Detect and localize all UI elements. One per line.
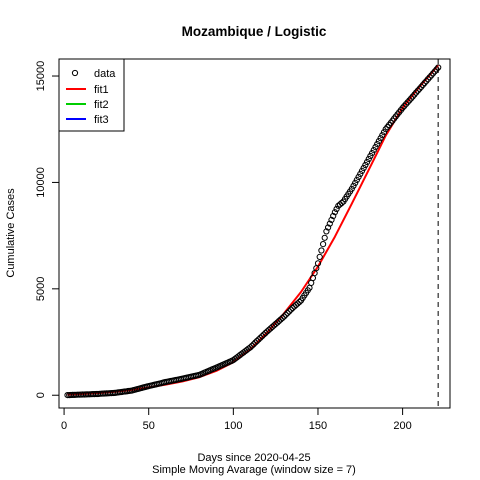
data-point xyxy=(365,155,372,163)
data-point xyxy=(419,81,426,89)
data-point xyxy=(250,341,257,348)
data-point xyxy=(424,76,432,83)
data-point xyxy=(377,135,384,142)
data-point xyxy=(357,170,364,177)
data-point xyxy=(255,336,262,343)
legend-fit3-label: fit3 xyxy=(94,114,109,126)
data-point xyxy=(328,216,335,223)
data-point xyxy=(426,74,433,81)
data-point xyxy=(399,104,406,112)
data-point xyxy=(408,95,415,102)
series-layer xyxy=(64,64,442,399)
data-point xyxy=(370,147,377,154)
x-tick-label: 0 xyxy=(61,420,67,432)
x-axis-label: Days since 2020-04-25 xyxy=(197,452,310,464)
y-tick-label: 5000 xyxy=(35,277,47,301)
data-point xyxy=(265,326,272,333)
data-point xyxy=(296,298,303,306)
data-point xyxy=(330,212,337,220)
data-point xyxy=(318,247,325,254)
data-point xyxy=(267,325,274,332)
data-point xyxy=(414,87,421,94)
data-point xyxy=(411,91,418,98)
data-point xyxy=(284,310,291,317)
legend-fit1-label: fit1 xyxy=(94,84,109,96)
data-point xyxy=(362,161,369,169)
data-point xyxy=(379,132,386,139)
chart-subtitle: Simple Moving Avarage (window size = 7) xyxy=(152,464,356,476)
data-point xyxy=(257,334,264,341)
data-point xyxy=(380,129,388,136)
data-point xyxy=(413,89,420,96)
x-tick-label: 100 xyxy=(224,420,242,432)
data-point xyxy=(321,234,328,241)
data-point xyxy=(264,328,271,335)
data-point xyxy=(401,102,408,110)
data-point xyxy=(279,314,286,322)
data-point xyxy=(314,260,322,267)
data-point xyxy=(433,66,440,73)
data-point xyxy=(252,339,259,346)
x-axis: 0 50 100 150 200 xyxy=(61,407,412,432)
chart-title: Mozambique / Logistic xyxy=(182,24,327,39)
data-point xyxy=(416,85,423,92)
data-point xyxy=(352,179,359,186)
data-point xyxy=(277,316,284,323)
data-point xyxy=(253,337,261,345)
data-point xyxy=(404,99,411,106)
data-point xyxy=(281,313,288,320)
data-point xyxy=(292,301,300,309)
data-point xyxy=(286,308,293,315)
data-point xyxy=(275,317,283,325)
y-axis: 0 5000 10000 15000 xyxy=(35,61,60,398)
data-point xyxy=(430,70,437,77)
data-point xyxy=(260,331,267,338)
data-point xyxy=(331,209,338,216)
data-point xyxy=(326,220,333,227)
data-point xyxy=(364,158,371,166)
data-point xyxy=(421,79,428,87)
data-point xyxy=(248,342,256,349)
data-point xyxy=(402,101,410,108)
data-point xyxy=(323,228,330,235)
data-point xyxy=(372,144,379,151)
data-point xyxy=(355,173,362,180)
data-point xyxy=(338,199,345,207)
legend-data-label: data xyxy=(94,68,116,80)
x-tick-label: 150 xyxy=(309,420,327,432)
data-point xyxy=(360,164,367,172)
data-point xyxy=(353,176,360,183)
data-point xyxy=(282,311,289,318)
data-point xyxy=(320,241,327,248)
data-point xyxy=(348,185,355,192)
data-point xyxy=(369,150,376,157)
y-axis-label: Cumulative Cases xyxy=(5,188,17,278)
legend: data fit1 fit2 fit3 xyxy=(58,58,125,132)
data-point xyxy=(374,141,381,148)
legend-data-symbol xyxy=(71,69,79,77)
data-point xyxy=(316,253,323,260)
y-tick-label: 10000 xyxy=(35,167,47,198)
data-point xyxy=(406,97,413,104)
data-point xyxy=(325,224,332,231)
legend-fit2-label: fit2 xyxy=(94,99,109,111)
data-point xyxy=(259,333,266,340)
y-tick-label: 15000 xyxy=(35,61,47,92)
data-point xyxy=(247,344,254,351)
data-point xyxy=(333,205,340,213)
x-tick-label: 200 xyxy=(393,420,411,432)
y-tick-label: 0 xyxy=(35,392,47,398)
data-point xyxy=(291,303,298,310)
data-point xyxy=(287,306,294,313)
data-point xyxy=(289,304,296,312)
data-point xyxy=(262,329,269,337)
data-point xyxy=(269,323,276,330)
x-tick-label: 50 xyxy=(143,420,155,432)
